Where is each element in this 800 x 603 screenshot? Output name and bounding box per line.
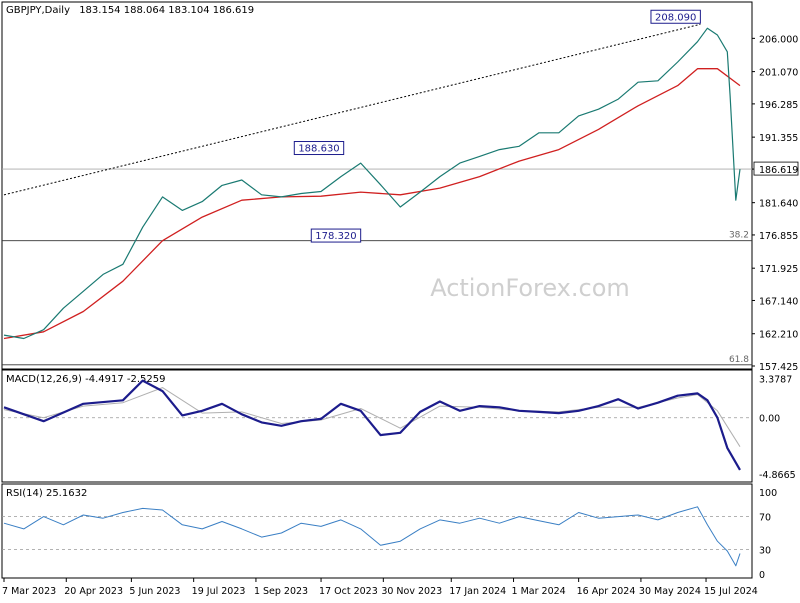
rsi-axis-label-1: 70 bbox=[759, 513, 771, 524]
price-panel-title: GBPJPY,Daily 183.154 188.064 183.104 186… bbox=[6, 5, 254, 16]
macd-axis-label-0: 3.3787 bbox=[759, 375, 792, 386]
price-axis-label-6: 176.855 bbox=[759, 231, 798, 242]
price-panel-frame bbox=[1, 1, 753, 370]
symbol-label: GBPJPY,Daily bbox=[6, 5, 70, 16]
price-axis-label-10: 157.425 bbox=[759, 362, 798, 373]
rsi-axis-label-2: 30 bbox=[759, 545, 771, 556]
x-axis-label-11: 15 Jul 2024 bbox=[704, 586, 758, 597]
x-axis-label-10: 30 May 2024 bbox=[639, 586, 701, 597]
price-axis-label-8: 167.140 bbox=[759, 296, 798, 307]
x-axis-label-4: 1 Sep 2023 bbox=[254, 586, 308, 597]
rsi-axis-label-3: 0 bbox=[759, 570, 765, 581]
macd-plot bbox=[2, 379, 752, 471]
annotation-box-2 bbox=[310, 228, 362, 243]
macd-axis-label-1: 0.00 bbox=[759, 414, 780, 425]
annotation-label-2: 178.320 bbox=[315, 231, 356, 242]
watermark: ActionForex.com bbox=[430, 274, 630, 302]
price-axis-label-4: 186.619 bbox=[759, 165, 798, 176]
annotation-label-1: 188.630 bbox=[298, 144, 339, 155]
macd-panel-frame bbox=[1, 369, 753, 483]
x-axis-label-9: 16 Apr 2024 bbox=[577, 586, 636, 597]
moving-average-line bbox=[3, 68, 741, 340]
x-axis-label-6: 30 Nov 2023 bbox=[381, 586, 442, 597]
price-axis-label-3: 191.355 bbox=[759, 133, 798, 144]
axes: 206.000 201.070 196.285 191.355 186.619 181.6… bbox=[2, 34, 799, 597]
x-axis-label-8: 1 Mar 2024 bbox=[512, 586, 566, 597]
price-axis-label-0: 206.000 bbox=[759, 34, 798, 45]
price-axis-label-7: 171.925 bbox=[759, 264, 798, 275]
annotation-box-0 bbox=[650, 9, 701, 24]
macd-line bbox=[3, 379, 741, 471]
x-axis-label-1: 20 Apr 2023 bbox=[64, 586, 123, 597]
x-axis-label-0: 7 Mar 2023 bbox=[2, 586, 56, 597]
rsi-plot bbox=[2, 506, 752, 567]
ohlc-readout: 183.154 188.064 183.104 186.619 bbox=[79, 5, 254, 16]
price-plot: 38.2 61.8 208.090 188.630 178.320 bbox=[2, 9, 752, 366]
rsi-panel-title: RSI(14) 25.1632 bbox=[6, 488, 87, 499]
price-line bbox=[3, 27, 741, 340]
price-axis-label-5: 181.640 bbox=[759, 199, 798, 210]
annotation-box-1 bbox=[293, 141, 345, 156]
x-axis-label-5: 17 Oct 2023 bbox=[319, 586, 378, 597]
annotation-label-0: 208.090 bbox=[655, 12, 696, 23]
fib-level-label-0: 38.2 bbox=[729, 231, 749, 241]
trend-line bbox=[3, 23, 701, 196]
current-price-box bbox=[753, 161, 799, 176]
x-axis-label-7: 17 Jan 2024 bbox=[449, 586, 506, 597]
x-axis-label-3: 19 Jul 2023 bbox=[192, 586, 246, 597]
rsi-panel-frame bbox=[1, 483, 753, 579]
macd-panel-title: MACD(12,26,9) -4.4917 -2.5259 bbox=[6, 374, 166, 385]
macd-axis-label-2: -4.8665 bbox=[759, 470, 796, 481]
rsi-line bbox=[3, 506, 741, 567]
rsi-axis-label-0: 100 bbox=[759, 488, 777, 499]
price-axis-label-9: 162.210 bbox=[759, 330, 798, 341]
price-axis-label-2: 196.285 bbox=[759, 100, 798, 111]
x-axis-label-2: 5 Jun 2023 bbox=[129, 586, 180, 597]
price-axis-label-1: 201.070 bbox=[759, 68, 798, 79]
fib-level-label-1: 61.8 bbox=[729, 355, 749, 365]
